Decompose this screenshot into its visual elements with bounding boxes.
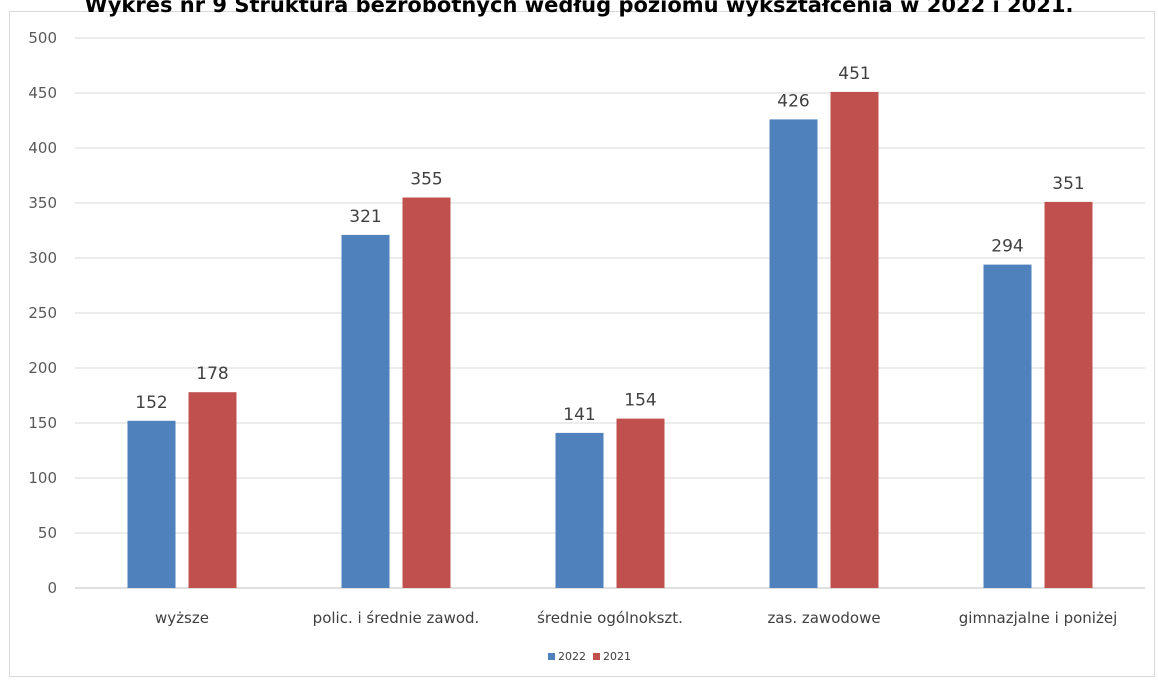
- bar-2021: [830, 91, 879, 589]
- y-tick-label: 200: [28, 359, 57, 377]
- data-label: 426: [777, 91, 809, 111]
- legend: 2022 2021: [548, 650, 631, 663]
- x-tick-label: wyższe: [155, 609, 209, 627]
- bar-2022: [983, 264, 1032, 588]
- bar-2021: [1044, 201, 1093, 588]
- bar-2021: [188, 392, 237, 588]
- legend-swatch: [593, 653, 600, 660]
- y-tick-label: 50: [38, 524, 57, 542]
- chart-title: Wykres nr 9 Struktura bezrobotnych wedłu…: [84, 0, 1074, 17]
- x-axis: wyższe polic. i średnie zawod. średnie ogó…: [155, 609, 1117, 627]
- y-tick-label: 100: [28, 469, 57, 487]
- data-label: 294: [991, 237, 1023, 257]
- data-label: 355: [410, 170, 442, 190]
- bars: [127, 91, 1093, 589]
- y-tick-label: 150: [28, 414, 57, 432]
- data-label: 321: [349, 207, 381, 227]
- y-tick-label: 250: [28, 304, 57, 322]
- data-label: 178: [196, 364, 228, 384]
- y-tick-label: 0: [47, 579, 57, 597]
- gridlines: [75, 37, 1145, 589]
- data-label: 351: [1052, 174, 1084, 194]
- y-tick-label: 300: [28, 249, 57, 267]
- bar-2022: [769, 119, 818, 589]
- data-label: 141: [563, 405, 595, 425]
- data-labels: 152 178 321 355 141 154 426 451 294 351: [135, 64, 1084, 425]
- legend-label: 2022: [558, 650, 586, 663]
- bar-2021: [616, 418, 665, 588]
- data-label: 154: [624, 391, 656, 411]
- bar-2022: [127, 420, 176, 588]
- x-tick-label: polic. i średnie zawod.: [313, 609, 480, 627]
- bar-2021: [402, 197, 451, 588]
- legend-swatch: [548, 653, 555, 660]
- x-tick-label: zas. zawodowe: [767, 609, 880, 627]
- data-label: 152: [135, 393, 167, 413]
- y-axis: 0 50 100 150 200 250 300 350 400 450 500: [28, 29, 57, 597]
- y-tick-label: 450: [28, 84, 57, 102]
- legend-label: 2021: [603, 650, 631, 663]
- bar-2022: [555, 432, 604, 588]
- bar-2022: [341, 234, 390, 588]
- data-label: 451: [838, 64, 870, 84]
- x-tick-label: gimnazjalne i poniżej: [959, 609, 1117, 627]
- y-tick-label: 400: [28, 139, 57, 157]
- y-tick-label: 500: [28, 29, 57, 47]
- y-tick-label: 350: [28, 194, 57, 212]
- x-tick-label: średnie ogólnokszt.: [537, 609, 683, 627]
